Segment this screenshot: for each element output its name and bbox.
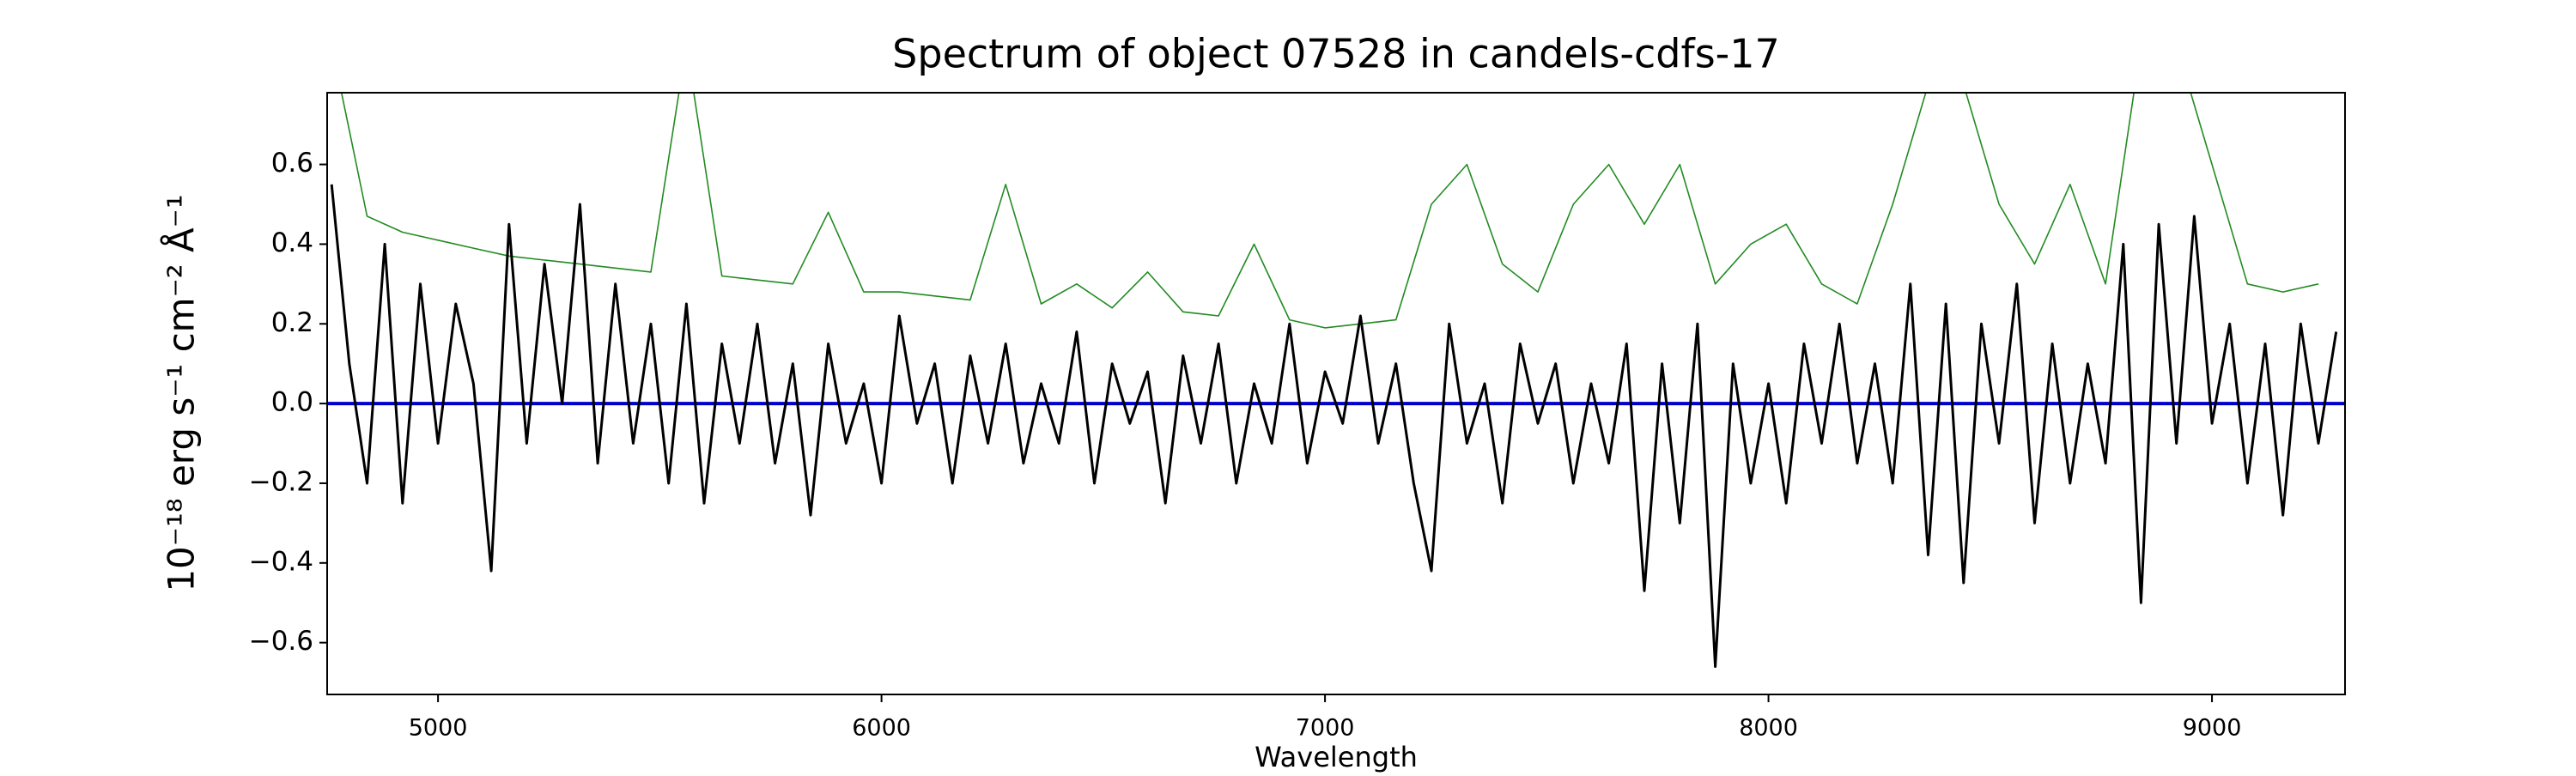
x-tick-label: 7000 (1296, 715, 1355, 742)
y-tick-label: 0.4 (271, 227, 313, 258)
chart-title: Spectrum of object 07528 in candels-cdfs… (892, 31, 1780, 77)
plot-area (327, 93, 2345, 668)
y-tick-label: 0.0 (271, 387, 313, 418)
y-tick-label: 0.6 (271, 148, 313, 179)
x-tick-label: 8000 (1739, 715, 1798, 742)
y-tick-label: −0.4 (249, 546, 313, 577)
y-tick-label: 0.2 (271, 307, 313, 338)
y-tick-label: −0.6 (249, 626, 313, 657)
x-tick-label: 5000 (409, 715, 468, 742)
y-axis-label: 10⁻¹⁸ erg s⁻¹ cm⁻² Å⁻¹ (160, 194, 203, 591)
spectrum-line (330, 184, 2338, 668)
x-axis-label: Wavelength (1255, 741, 1418, 773)
y-tick-label: −0.2 (249, 466, 313, 497)
x-tick-label: 6000 (852, 715, 911, 742)
x-tick-label: 9000 (2183, 715, 2242, 742)
spectrum-line (340, 93, 2319, 329)
axes-frame (326, 92, 2346, 695)
